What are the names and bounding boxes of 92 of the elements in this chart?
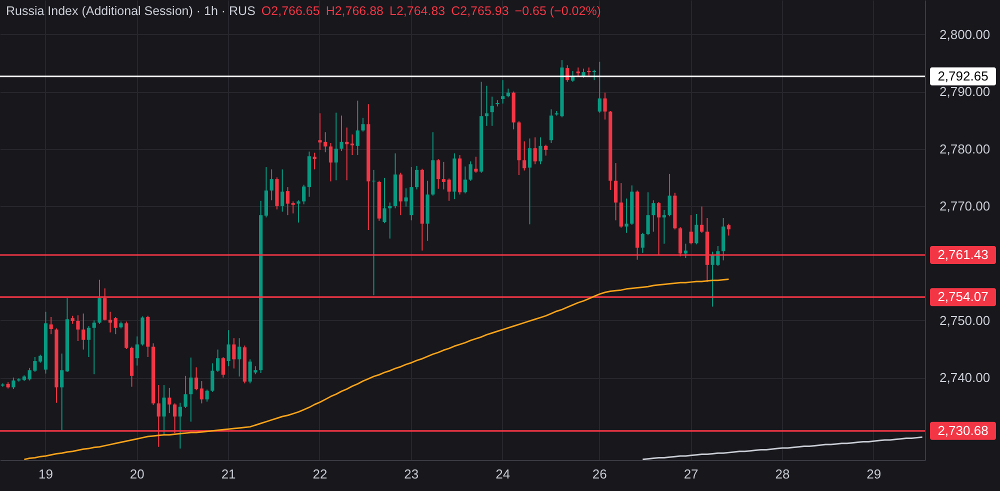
candlestick	[501, 80, 505, 104]
candlestick	[668, 173, 672, 217]
candlestick	[442, 161, 446, 190]
x-tick-label: 24	[496, 466, 510, 482]
candlestick	[468, 160, 472, 182]
candlestick	[302, 184, 306, 205]
x-tick-label: 28	[775, 466, 790, 482]
candlestick	[490, 96, 494, 126]
candlestick	[205, 389, 209, 402]
candlestick	[194, 366, 198, 391]
ref-line-label: 2,792.65	[938, 68, 988, 84]
candlestick	[270, 168, 274, 201]
candlestick	[291, 200, 295, 214]
candlestick	[221, 356, 225, 378]
candlestick	[334, 112, 338, 181]
candlestick	[436, 158, 440, 190]
candlestick	[533, 136, 537, 165]
candlestick	[522, 140, 526, 171]
candlestick	[86, 326, 91, 358]
candlestick	[356, 100, 360, 156]
candlestick	[700, 206, 704, 234]
annotation: O2,766.65	[261, 4, 320, 18]
candlestick	[200, 380, 204, 404]
x-tick-label: 29	[866, 466, 882, 482]
candlestick	[528, 138, 532, 225]
candlestick	[652, 200, 656, 232]
candlestick	[280, 168, 284, 212]
candlestick	[361, 117, 365, 132]
candlestick	[538, 136, 542, 165]
ref-line-label: 2,754.07	[938, 289, 988, 304]
candlestick	[76, 314, 80, 342]
x-tick-label: 23	[404, 466, 419, 482]
candlestick	[726, 223, 731, 236]
x-tick-label: 19	[38, 466, 53, 482]
line-series	[642, 436, 924, 460]
line-series	[23, 278, 730, 460]
candlestick	[603, 92, 607, 120]
y-tick-label: 2,740.00	[940, 370, 990, 386]
candlestick	[286, 186, 290, 216]
candlestick	[178, 402, 182, 450]
candlestick	[414, 165, 419, 190]
candlestick	[689, 214, 693, 245]
candlestick	[340, 115, 344, 152]
candlestick	[463, 166, 467, 194]
candlestick	[216, 349, 220, 372]
candlestick	[382, 177, 386, 224]
candlestick	[226, 330, 230, 367]
y-tick-label: 2,800.00	[940, 26, 990, 42]
candlestick	[328, 142, 333, 182]
x-tick-label: 20	[130, 466, 144, 482]
candlestick	[388, 202, 392, 240]
candlestick	[135, 336, 139, 366]
candlestick	[646, 192, 650, 236]
candlestick	[168, 387, 172, 414]
y-tick-label: 2,750.00	[940, 312, 990, 328]
candlestick	[92, 320, 96, 375]
x-tick-label: 27	[684, 466, 698, 482]
candlestick	[624, 198, 628, 234]
y-tick-label: 2,790.00	[940, 84, 990, 100]
candlestick	[162, 384, 166, 436]
ref-line-label: 2,730.68	[938, 422, 988, 438]
candlestick	[350, 134, 354, 156]
candlestick	[447, 178, 451, 202]
candlestick	[189, 357, 193, 422]
ref-line-label: 2,761.43	[938, 247, 988, 262]
candlestick	[614, 162, 618, 221]
candlestick	[114, 316, 118, 335]
x-tick-label: 21	[221, 466, 236, 482]
x-tick-label: 22	[312, 466, 328, 482]
annotation: H2,766.88	[326, 4, 384, 18]
annotation: −0.65 (−0.02%)	[514, 4, 601, 18]
y-tick-label: 2,770.00	[940, 198, 990, 214]
candlestick	[49, 316, 53, 335]
candlestick	[662, 209, 666, 244]
y-tick-label: 2,780.00	[940, 141, 990, 156]
candlestick	[232, 338, 236, 369]
candlestick	[60, 353, 64, 431]
candlestick	[184, 375, 188, 408]
chart-title: Russia Index (Additional Session) · 1h · RUS	[6, 4, 256, 18]
annotation: L2,764.83	[390, 4, 446, 18]
candlestick	[694, 213, 698, 245]
candlestick	[210, 362, 214, 392]
candlestick	[684, 243, 688, 259]
candlestick	[544, 144, 548, 156]
candlestick	[598, 61, 602, 114]
annotation: C2,765.93	[451, 4, 509, 18]
candlestick	[82, 313, 86, 350]
candlestick	[296, 200, 300, 224]
candlestick	[12, 377, 16, 390]
x-tick-label: 26	[592, 466, 607, 482]
candlestick	[640, 232, 644, 254]
candlestick	[238, 338, 242, 377]
